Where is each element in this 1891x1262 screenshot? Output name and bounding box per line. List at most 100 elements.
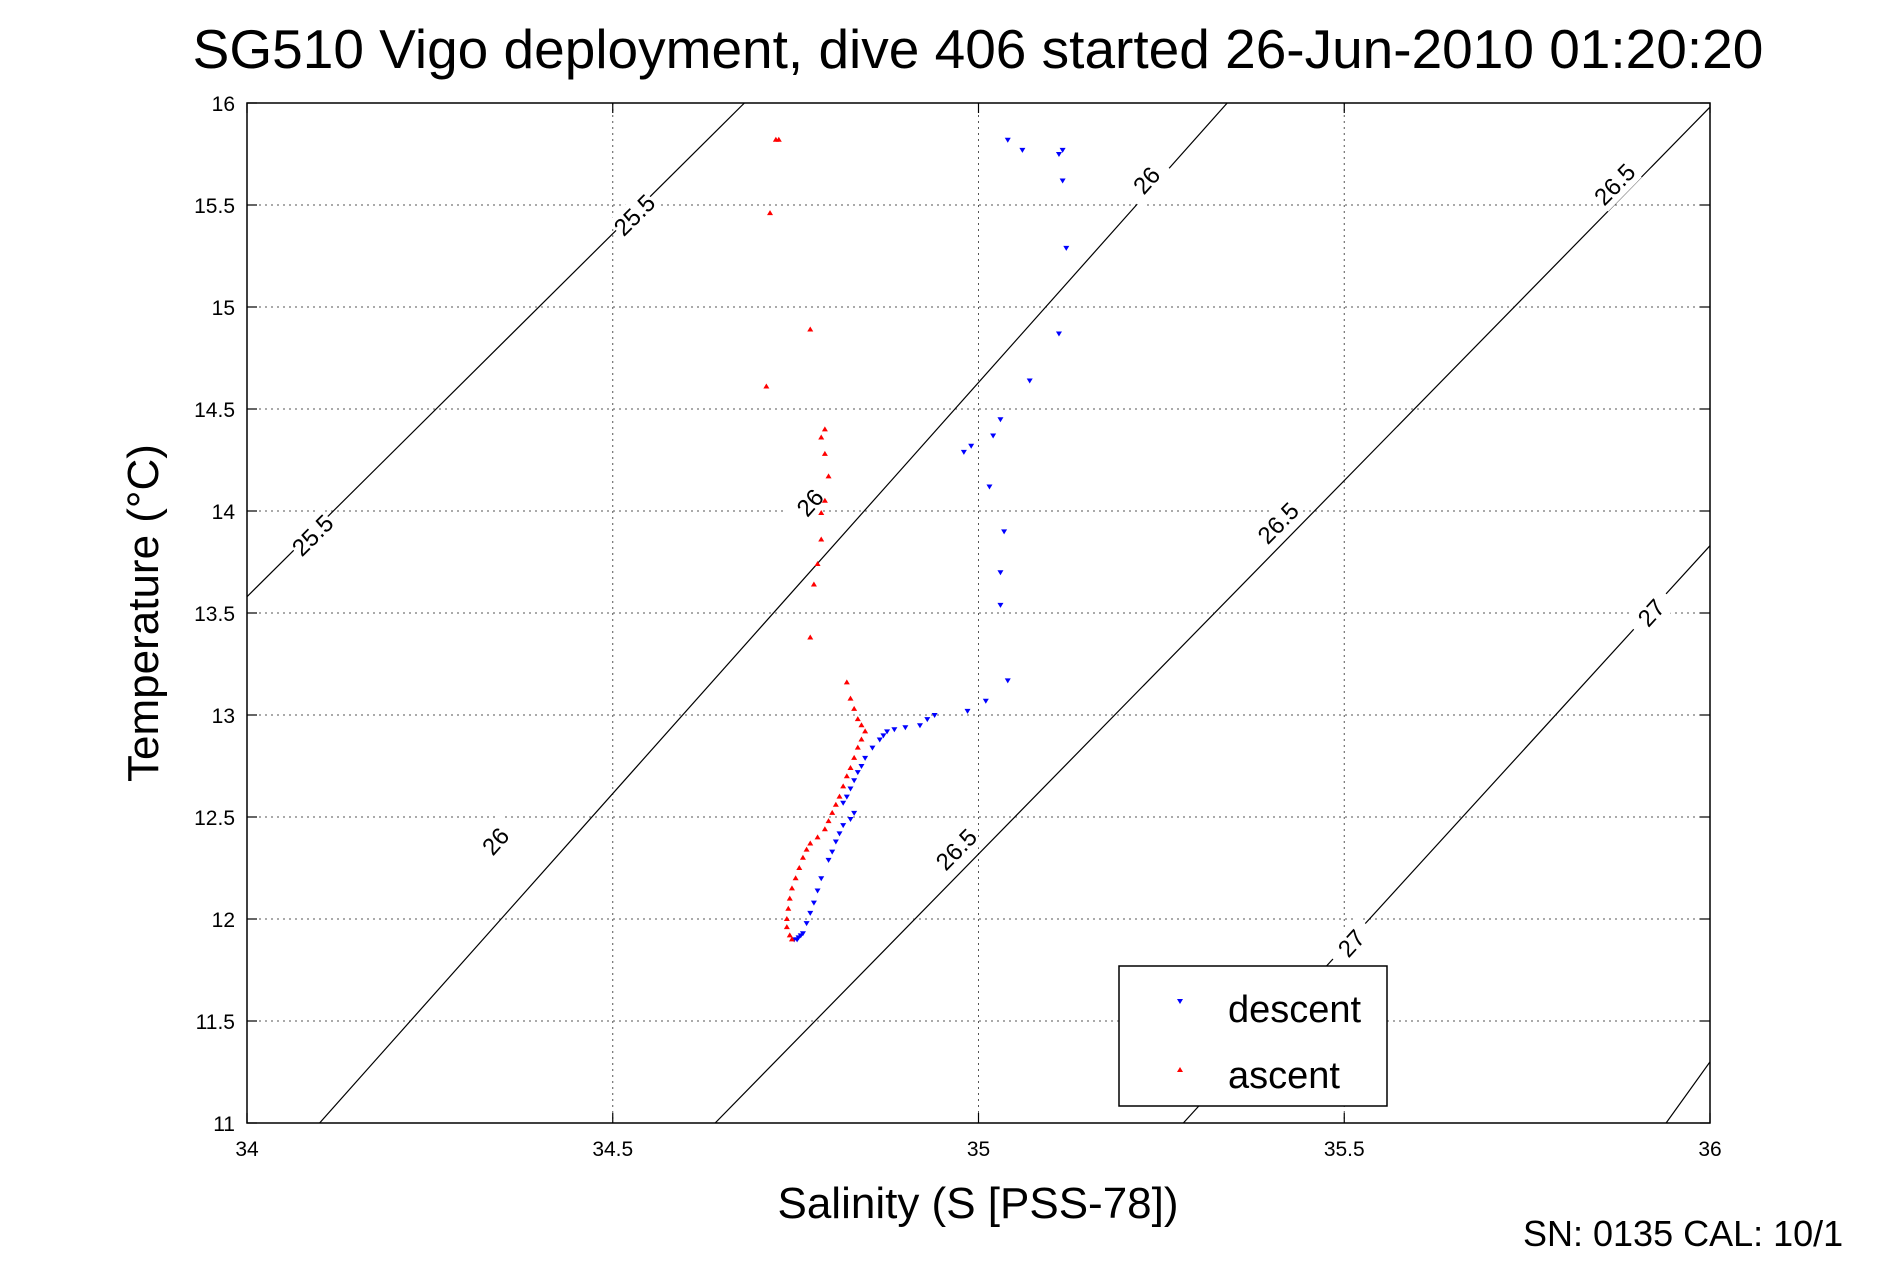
descent-point [840,823,847,829]
descent-point [1059,147,1066,153]
y-tick-label: 11.5 [196,1011,235,1034]
ascent-point [836,793,843,799]
ascent-point [814,834,821,840]
ascent-point [832,801,839,807]
descent-point [1055,331,1062,337]
ascent-point [807,634,814,640]
descent-point [818,876,825,882]
density-contour-line [247,103,745,598]
descent-point [1026,378,1033,384]
descent-point [840,800,847,806]
ascent-point [788,885,795,891]
descent-point [858,764,865,769]
descent-point [862,755,869,761]
descent-point [843,794,850,800]
descent-point [931,713,938,718]
legend-box [1118,965,1388,1107]
ascent-point [785,905,792,911]
ascent-point [763,383,770,389]
descent-point [851,810,858,816]
descent-point [1004,137,1011,143]
ascent-point [788,936,795,942]
descent-point [829,849,836,855]
density-contour-line [318,103,1228,1123]
ascent-point [783,916,790,921]
y-tick-label: 14.5 [194,399,235,422]
descent-point [869,745,876,751]
y-tick-label: 13.5 [194,603,235,626]
descent-point [916,723,923,729]
x-tick-label: 35.5 [1324,1138,1365,1161]
ascent-point [786,932,793,938]
density-contour-line [714,106,1710,1123]
descent-point [1001,529,1008,535]
descent-series [791,137,1070,943]
serial-cal-footer: SN: 0135 CAL: 10/1 [1523,1213,1843,1254]
descent-point [807,910,814,916]
descent-point [902,725,909,731]
descent-point [814,888,821,894]
chart-title: SG510 Vigo deployment, dive 406 started … [193,18,1764,80]
y-tick-label: 12 [212,909,235,932]
descent-point [1055,152,1062,157]
ascent-point [854,744,861,750]
descent-point [990,433,997,439]
descent-point [1059,178,1066,184]
ascent-point [851,754,858,760]
descent-point [836,831,843,837]
ascent-point [799,854,806,860]
ascent-point [862,728,869,734]
ascent-point [818,536,825,542]
ascent-point [803,846,810,852]
ascent-point [792,875,799,881]
ascent-point [843,679,850,685]
grid-lines [247,103,1710,1123]
descent-point [825,857,832,863]
y-axis-ticks: 11 11.5 12 12.5 13 13.5 14 14.5 15 15.5 16 [194,93,1710,1136]
descent-point [986,484,993,490]
ascent-point [786,895,793,901]
y-tick-label: 16 [212,93,235,116]
ascent-point [829,809,836,815]
descent-point [997,417,1004,423]
descent-point [832,839,839,845]
descent-point [803,921,810,927]
ascent-point [807,326,814,332]
ascent-point [796,865,803,870]
descent-point [997,602,1004,608]
ascent-point [767,210,774,216]
ascent-point [814,561,821,567]
descent-point [851,778,858,784]
ascent-point [807,840,814,846]
ascent-point [825,473,832,479]
descent-point [880,733,887,739]
ascent-point [858,722,865,728]
ascent-point [825,818,832,824]
descent-point [891,727,898,733]
x-tick-label: 35 [967,1138,990,1161]
legend-ascent-label: ascent [1228,1055,1340,1097]
density-contour-label: 27 [1624,585,1678,641]
ascent-point [818,434,825,440]
y-tick-label: 14 [212,501,236,524]
descent-point [810,900,817,906]
descent-point [847,786,854,792]
ascent-point [821,426,828,432]
descent-point [876,737,883,743]
y-tick-label: 11 [213,1113,235,1136]
descent-point [982,698,989,704]
x-axis-label: Salinity (S [PSS-78]) [777,1179,1178,1228]
ascent-point [854,716,861,722]
y-tick-label: 12.5 [194,807,235,830]
ascent-point [810,581,817,587]
legend-descent-label: descent [1228,989,1362,1031]
x-tick-label: 34 [235,1138,259,1161]
ascent-point [783,924,790,930]
legend: descent ascent [1118,965,1388,1107]
x-tick-label: 34.5 [592,1138,633,1161]
descent-point [968,443,975,449]
density-contour-line [1665,1061,1710,1123]
ascent-point [775,136,782,142]
descent-point [960,449,967,455]
